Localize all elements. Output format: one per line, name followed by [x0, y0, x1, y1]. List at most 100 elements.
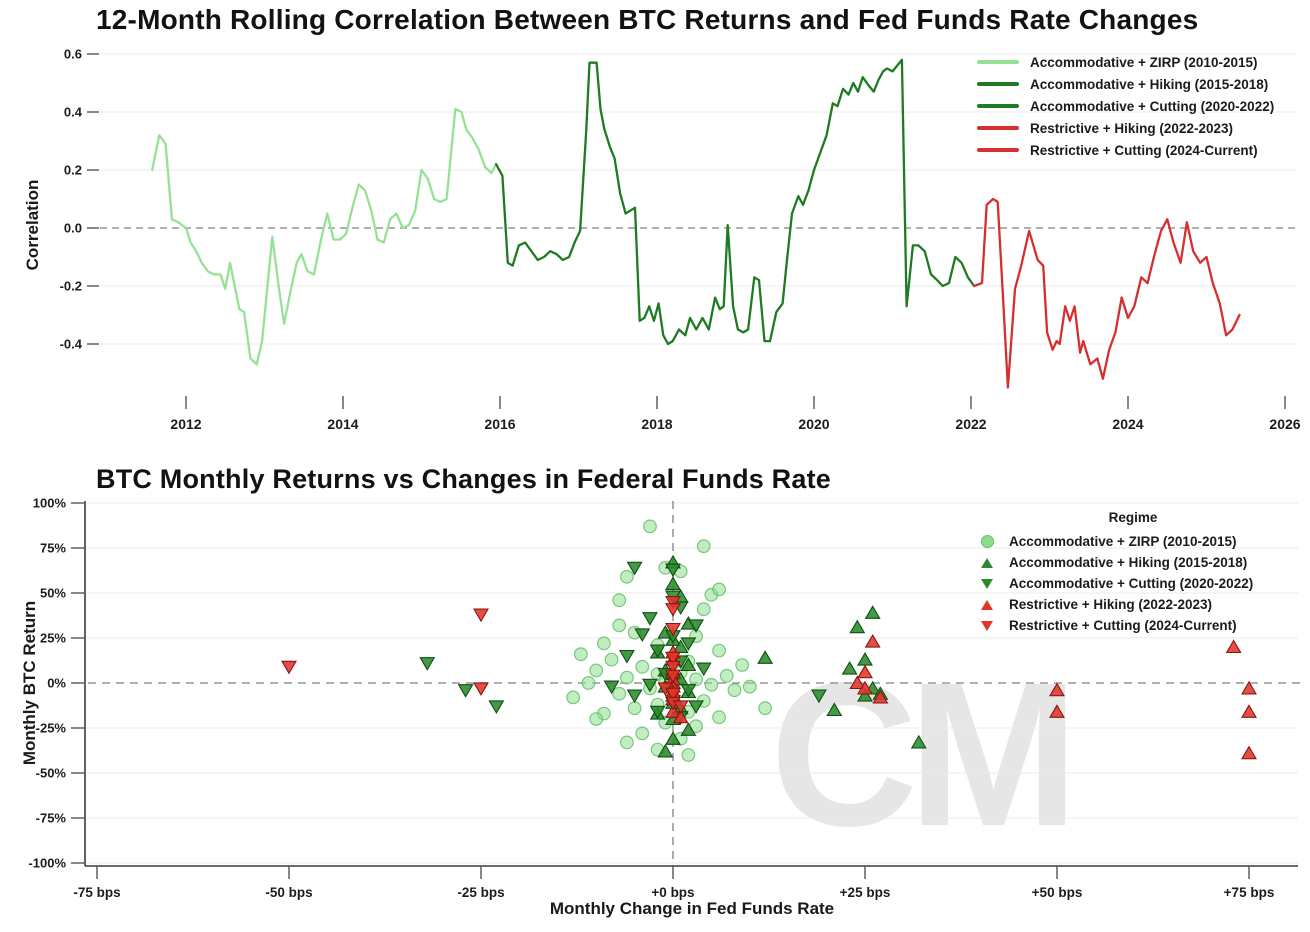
scatter-point: [696, 539, 711, 554]
scatter-point: [864, 605, 881, 619]
line-series: [494, 61, 772, 346]
svg-text:75%: 75%: [40, 541, 66, 556]
svg-text:-25 bps: -25 bps: [457, 885, 504, 900]
circle-icon: [972, 535, 1002, 548]
scatter-point: [649, 644, 666, 659]
legend-label: Restrictive + Hiking (2022-2023): [1009, 597, 1212, 612]
scatter-point: [665, 704, 681, 718]
svg-text:50%: 50%: [40, 586, 66, 601]
triangle-down-icon: [972, 620, 1002, 631]
legend-label: Restrictive + Hiking (2022-2023): [1030, 120, 1233, 136]
scatter-point: [712, 582, 726, 597]
scatter-point: [680, 684, 697, 698]
scatter-point: [712, 643, 726, 658]
scatter-point: [419, 657, 436, 671]
scatter-point: [672, 700, 689, 714]
scatter-point: [704, 677, 719, 692]
bottom-x-axis-label: Monthly Change in Fed Funds Rate: [549, 899, 835, 918]
bottom-legend-item: Accommodative + Hiking (2015-2018): [972, 552, 1294, 573]
svg-text:2012: 2012: [170, 416, 201, 432]
scatter-point: [696, 602, 711, 617]
legend-label: Accommodative + ZIRP (2010-2015): [1030, 54, 1258, 70]
scatter-point: [612, 686, 627, 701]
scatter-point: [626, 689, 643, 704]
scatter-point: [603, 680, 620, 695]
bottom-legend-item: Restrictive + Cutting (2024-Current): [972, 615, 1294, 636]
scatter-point: [665, 595, 681, 610]
svg-text:2024: 2024: [1112, 416, 1143, 432]
line-series: [1120, 218, 1241, 337]
scatter-point: [758, 701, 773, 716]
legend-label: Restrictive + Cutting (2024-Current): [1009, 618, 1237, 633]
scatter-point: [627, 701, 642, 716]
scatter-point: [757, 650, 774, 664]
scatter-point: [849, 675, 866, 690]
watermark: CM: [770, 640, 1079, 869]
scatter-point: [719, 668, 734, 683]
svg-text:-75 bps: -75 bps: [73, 885, 120, 900]
scatter-point: [1225, 639, 1242, 654]
triangle-down-icon: [972, 578, 1002, 589]
scatter-point: [589, 663, 604, 678]
scatter-point: [643, 519, 657, 534]
scatter-point: [626, 561, 643, 576]
scatter-point: [635, 726, 650, 741]
scatter-point: [573, 647, 588, 662]
scatter-point: [681, 748, 696, 762]
scatter-point: [473, 682, 489, 696]
bottom-chart-legend: Regime Accommodative + ZIRP (2010-2015) A…: [972, 510, 1294, 636]
scatter-point: [665, 563, 681, 578]
svg-text:-100%: -100%: [28, 856, 66, 871]
scatter-point: [612, 593, 627, 608]
svg-text:0.2: 0.2: [64, 163, 82, 178]
svg-text:-50 bps: -50 bps: [265, 885, 312, 900]
legend-line-swatch: [977, 148, 1019, 152]
scatter-point: [1049, 704, 1065, 718]
svg-text:-50%: -50%: [36, 766, 67, 781]
scatter-point: [649, 705, 666, 720]
scatter-point: [672, 709, 689, 724]
scatter-point: [657, 743, 674, 758]
bottom-legend-title: Regime: [1108, 510, 1158, 525]
bottom-legend-item: Accommodative + ZIRP (2010-2015): [972, 531, 1294, 552]
scatter-point: [1241, 745, 1257, 760]
top-legend-item: Restrictive + Hiking (2022-2023): [977, 117, 1274, 139]
scatter-point: [665, 651, 681, 666]
legend-label: Accommodative + ZIRP (2010-2015): [1009, 534, 1237, 549]
scatter-point: [604, 652, 619, 667]
svg-text:25%: 25%: [40, 631, 66, 646]
svg-text:-75%: -75%: [36, 811, 67, 826]
scatter-point: [712, 710, 726, 725]
line-series: [768, 58, 976, 343]
legend-label: Accommodative + Cutting (2020-2022): [1030, 98, 1275, 114]
legend-line-swatch: [977, 60, 1019, 64]
svg-text:+0 bps: +0 bps: [651, 885, 694, 900]
svg-text:0.0: 0.0: [64, 221, 82, 236]
legend-line-swatch: [977, 104, 1019, 108]
line-series: [151, 107, 498, 366]
scatter-point: [672, 639, 689, 654]
scatter-point: [742, 679, 757, 694]
scatter-point: [596, 636, 611, 651]
scatter-point: [457, 684, 474, 698]
svg-text:100%: 100%: [33, 496, 67, 511]
top-chart-legend: Accommodative + ZIRP (2010-2015) Accommod…: [977, 51, 1274, 161]
scatter-point: [688, 700, 704, 714]
scatter-point: [680, 637, 697, 651]
bottom-chart-plot: 100% 75% 50% 25% 0% -25% -50% -75% -100% -75 bps -…: [28, 496, 1302, 900]
scatter-point: [665, 669, 681, 684]
triangle-up-icon: [972, 599, 1002, 610]
top-legend-item: Restrictive + Cutting (2024-Current): [977, 139, 1274, 161]
legend-line-swatch: [977, 82, 1019, 86]
scatter-point: [620, 569, 634, 584]
svg-text:+50 bps: +50 bps: [1032, 885, 1083, 900]
scatter-point: [665, 603, 681, 617]
scatter-point: [642, 678, 658, 693]
scatter-point: [864, 634, 881, 648]
scatter-point: [1241, 680, 1257, 695]
bottom-chart-title: BTC Monthly Returns vs Changes in Federa…: [96, 464, 831, 494]
scatter-point: [857, 680, 873, 695]
scatter-point: [618, 649, 635, 664]
legend-label: Accommodative + Hiking (2015-2018): [1030, 76, 1269, 92]
